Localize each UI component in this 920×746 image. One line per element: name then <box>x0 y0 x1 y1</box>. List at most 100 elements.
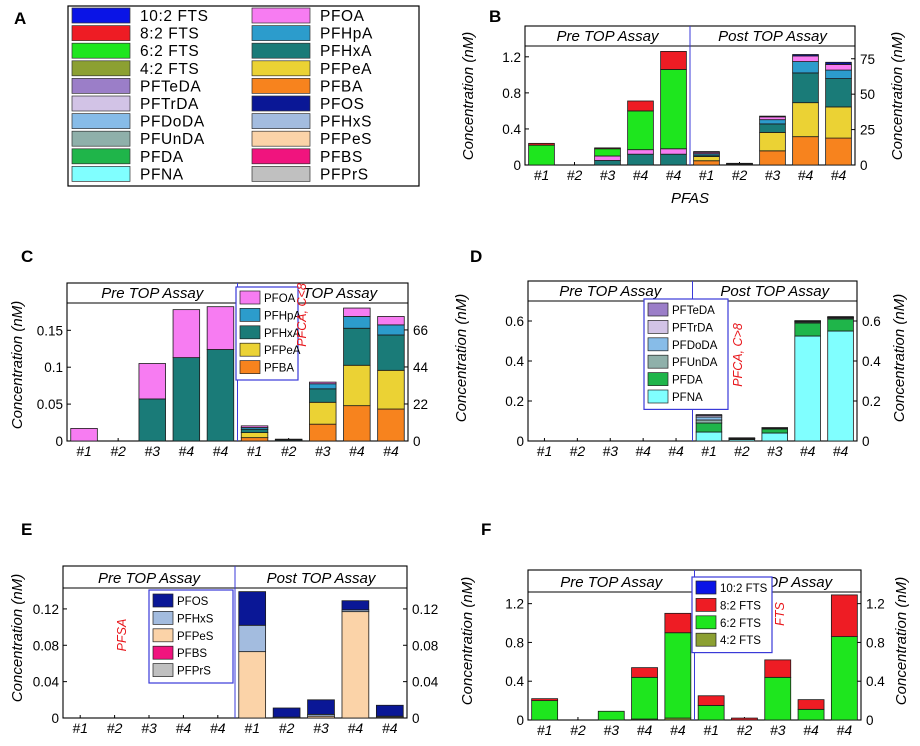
color-swatch-icon <box>251 25 311 41</box>
legend-swatch-pfhxa <box>239 325 261 340</box>
legend-label-pftrda: PFTrDA <box>672 322 713 334</box>
y-right-tick-label: 0.6 <box>862 314 881 329</box>
bar-pfteda-9 <box>794 320 821 322</box>
y-axis-label: Concentration (nM) <box>453 294 470 422</box>
bar-pfteda-10 <box>827 316 854 318</box>
y-tick-label: 0.4 <box>505 354 524 369</box>
panel-label-c: C <box>21 247 33 266</box>
x-tick-label: #3 <box>602 443 618 459</box>
bar-8-2-fts-4 <box>627 100 654 112</box>
legend-label-8-2-fts: 8:2 FTS <box>140 26 199 43</box>
legend-swatch-pfunda <box>647 354 669 369</box>
bar-pfba-10 <box>377 408 405 442</box>
y-right-tick-label: 0 <box>862 434 870 449</box>
x-tick-label: #1 <box>537 443 553 459</box>
group-header-pre: Pre TOP Assay <box>559 283 662 300</box>
bar-6-2-fts-3 <box>594 148 621 157</box>
legend-label-pfna: PFNA <box>672 392 703 404</box>
bar-pfna-8 <box>761 432 788 442</box>
bar-pfos-7 <box>272 707 301 718</box>
bar-pfba-10 <box>825 137 852 166</box>
legend-label-10-2-fts: 10:2 FTS <box>140 8 209 25</box>
bar-pfoa-8 <box>759 116 786 121</box>
bar-pfda-9 <box>794 322 821 337</box>
x-tick-label: #2 <box>107 720 123 736</box>
bar-pfhxa-10 <box>377 334 405 371</box>
x-tick-label: #1 <box>703 722 719 738</box>
panel-label-b: B <box>489 7 501 26</box>
x-tick-label: #1 <box>699 167 715 183</box>
legend-label-pfna: PFNA <box>140 166 184 183</box>
y-tick-label: 1.2 <box>505 597 524 612</box>
bar-8-2-fts-5 <box>660 51 687 70</box>
x-tick-label: #4 <box>176 720 192 736</box>
y-tick-label: 0.15 <box>37 323 63 338</box>
legend-label-pfbs: PFBS <box>320 149 363 166</box>
bar-8-2-fts-6 <box>697 695 725 706</box>
bar-pfna-9 <box>794 335 821 442</box>
x-tick-label: #2 <box>737 722 753 738</box>
bar-6-2-fts-4 <box>627 110 654 151</box>
bar-pfba-6 <box>240 437 269 442</box>
bar-6-2-fts-6 <box>697 705 725 721</box>
legend-label-pfpes: PFPeS <box>177 631 214 643</box>
bar-6-2-fts-5 <box>660 69 687 150</box>
color-swatch-icon <box>71 113 131 129</box>
y-right-tick-label: 75 <box>860 52 875 67</box>
bar-pfpea-10 <box>377 369 405 410</box>
y-tick-label: 0.6 <box>505 314 524 329</box>
legend-swatch-pfda <box>647 372 669 386</box>
x-tick-label: #3 <box>603 722 619 738</box>
bar-8-2-fts-3 <box>594 147 621 150</box>
bar-pfhxa-8 <box>759 123 786 133</box>
legend-swatch-pfhpa <box>239 308 261 322</box>
bar-pfhxa-5 <box>660 153 687 166</box>
y-tick-label: 0.08 <box>33 638 59 653</box>
color-swatch-icon <box>71 95 131 112</box>
x-tick-label: #2 <box>734 443 750 459</box>
bars <box>695 316 854 442</box>
legend-label-pftrda: PFTrDA <box>140 96 199 113</box>
x-tick-label: #2 <box>570 443 586 459</box>
legend-label-8-2-fts: 8:2 FTS <box>720 600 761 612</box>
legend-label-pfpea: PFPeA <box>264 345 301 357</box>
x-tick-label: #2 <box>570 722 586 738</box>
legend-label-pfhpa: PFHpA <box>264 310 301 322</box>
x-tick-label: #1 <box>701 443 717 459</box>
y-right-tick-label: 1.2 <box>866 597 885 612</box>
bar-pfhpa-8 <box>309 383 337 390</box>
y-tick-label: 0 <box>55 434 63 449</box>
bar-pfba-9 <box>343 405 371 442</box>
bars <box>238 591 404 719</box>
bar-pfpes-6 <box>238 651 267 719</box>
bar-pfba-8 <box>759 150 786 166</box>
x-tick-label: #3 <box>315 443 331 459</box>
legend-label-pfoa: PFOA <box>320 8 365 25</box>
color-swatch-icon <box>251 130 311 147</box>
bar-pfoa-7 <box>274 438 303 441</box>
y-right-tick-label: 0.4 <box>866 674 885 689</box>
y-tick-label: 0.05 <box>37 397 63 412</box>
legend-label-pfpes: PFPeS <box>320 131 372 148</box>
legend-note: FTS <box>773 602 787 626</box>
x-tick-label: #4 <box>798 167 814 183</box>
panel-label-f: F <box>481 520 491 539</box>
legend-label-pfteda: PFTeDA <box>672 305 715 317</box>
x-tick-label: #4 <box>666 167 682 183</box>
bar-pfhxa-4 <box>172 357 201 442</box>
bar-6-2-fts-1 <box>528 144 555 166</box>
y-right-axis-label: Concentration (nM) <box>891 294 908 422</box>
legend-label-pfhxa: PFHxA <box>264 328 301 340</box>
bar-pfoa-3 <box>138 363 166 400</box>
x-tick-label: #4 <box>179 443 195 459</box>
bar-pfda-10 <box>827 318 854 332</box>
x-tick-label: #2 <box>279 720 295 736</box>
y-tick-label: 0.4 <box>505 674 524 689</box>
color-swatch-icon <box>251 148 311 165</box>
x-axis-label: PFAS <box>671 190 709 207</box>
x-tick-label: #4 <box>637 722 653 738</box>
x-tick-label: #1 <box>537 722 553 738</box>
